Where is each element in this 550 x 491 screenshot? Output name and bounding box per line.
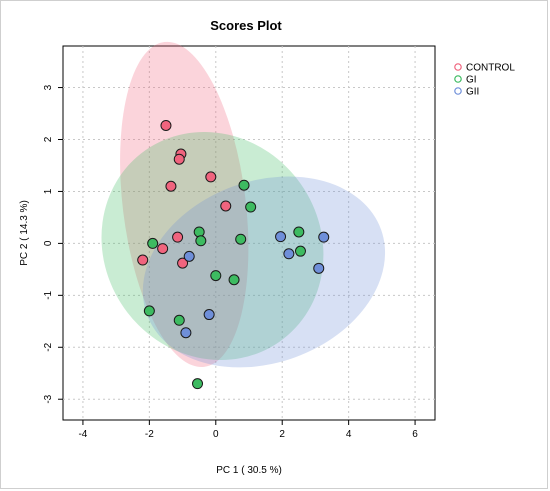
x-tick-label: 0	[213, 429, 219, 440]
point-control	[157, 243, 169, 255]
point-control	[205, 171, 217, 183]
y-tick-label: 1	[43, 188, 54, 194]
point-gii	[313, 262, 325, 274]
grid-layer	[63, 46, 435, 420]
point-gi	[173, 314, 185, 326]
point-gi	[228, 274, 240, 286]
legend-label-control: CONTROL	[466, 63, 515, 74]
confidence-ellipses	[101, 41, 386, 368]
point-gi	[143, 305, 155, 317]
point-control	[137, 254, 149, 266]
legend-marker-gii	[454, 87, 462, 95]
x-axis-label: PC 1 ( 30.5 %)	[216, 465, 282, 476]
point-gi	[235, 233, 247, 245]
point-gii	[283, 248, 295, 260]
x-tick-label: 2	[279, 429, 285, 440]
point-control	[160, 119, 172, 131]
point-gii	[183, 250, 195, 262]
point-control	[173, 153, 185, 165]
point-gii	[203, 309, 215, 321]
point-gii	[180, 327, 192, 339]
legend-marker-control	[454, 63, 462, 71]
point-control	[172, 231, 184, 243]
ellipse-control	[120, 41, 249, 368]
point-gi	[238, 179, 250, 191]
axes: -4 -2 0 2 4 6 -3 -2 -1 0 1 2 3	[43, 84, 418, 440]
legend-label-gii: GII	[466, 87, 479, 98]
y-tick-label: -3	[43, 394, 54, 403]
legend-label-gi: GI	[466, 75, 477, 86]
point-control	[165, 180, 177, 192]
point-gi	[294, 245, 306, 257]
x-tick-label: -2	[145, 429, 154, 440]
ellipse-gi	[101, 131, 324, 361]
y-tick-label: 3	[43, 84, 54, 90]
x-tick-label: 4	[346, 429, 352, 440]
plot-area-border	[62, 45, 436, 421]
point-gi	[195, 235, 207, 247]
y-tick-label: 0	[43, 240, 54, 246]
chart-title: Scores Plot	[210, 18, 282, 33]
x-tick-label: 6	[412, 429, 418, 440]
x-tick-label: -4	[78, 429, 87, 440]
point-gi	[293, 226, 305, 238]
y-tick-label: 2	[43, 136, 54, 142]
point-gi	[210, 270, 222, 282]
point-gi	[192, 378, 204, 390]
ellipse-gii	[142, 176, 386, 368]
y-axis-label: PC 2 ( 14.3 %)	[19, 200, 30, 266]
point-control	[177, 257, 189, 269]
point-control	[220, 200, 232, 212]
point-gi	[245, 201, 257, 213]
y-tick-label: -2	[43, 342, 54, 351]
score-points	[137, 119, 330, 390]
legend-marker-gi	[454, 75, 462, 83]
y-tick-label: -1	[43, 290, 54, 299]
point-gi	[147, 237, 159, 249]
point-gii	[318, 231, 330, 243]
point-gii	[275, 231, 287, 243]
point-gi	[193, 226, 205, 238]
